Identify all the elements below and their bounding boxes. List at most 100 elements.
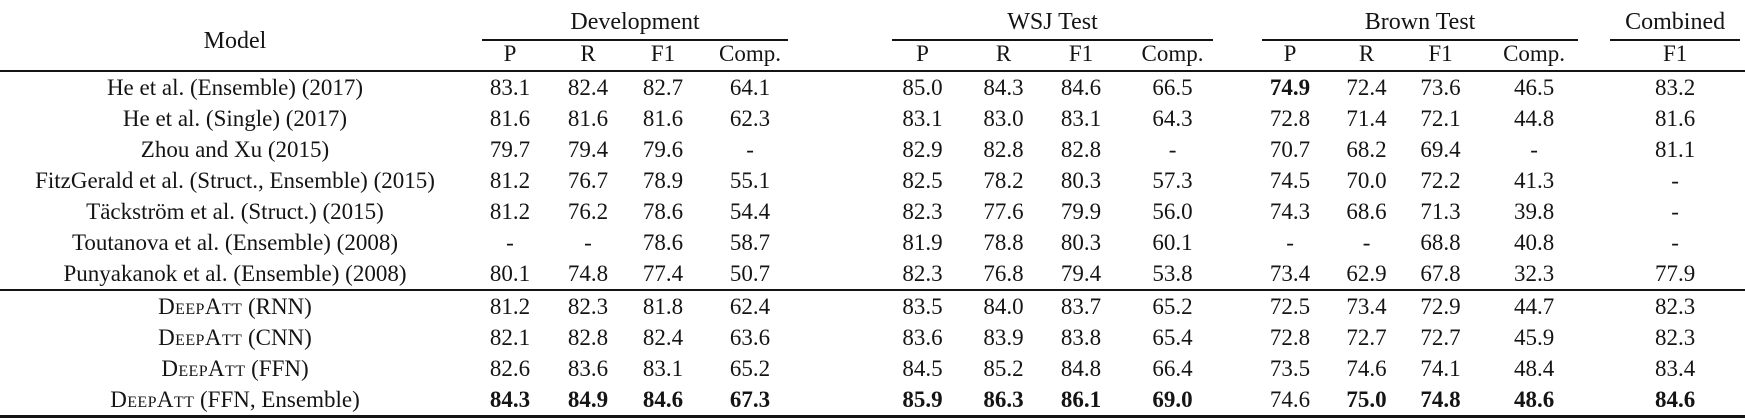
metric-value: 64.1 bbox=[729, 74, 771, 100]
column-spacer bbox=[1225, 0, 1250, 41]
table-row: He et al. (Single) (2017) 81.6 81.6 81.6 62.… bbox=[0, 103, 1745, 134]
column-spacer bbox=[1225, 227, 1250, 258]
metric-value: 72.5 bbox=[1250, 289, 1331, 322]
metric-value: 84.8 bbox=[1060, 355, 1102, 381]
metric-value: 73.4 bbox=[1269, 260, 1311, 286]
metric-value: 79.6 bbox=[642, 136, 684, 162]
metric-value: - bbox=[506, 229, 514, 255]
metric-value: 73.6 bbox=[1420, 74, 1461, 100]
metric-value: 73.5 bbox=[1269, 355, 1311, 381]
col-header-dev-comp: Comp. bbox=[700, 41, 801, 72]
model-name-text: FitzGerald et al. (Struct., Ensemble) (2… bbox=[35, 167, 435, 193]
metric-value: 77.6 bbox=[983, 198, 1024, 224]
model-name-text: He et al. (Single) (2017) bbox=[122, 105, 348, 131]
column-spacer bbox=[800, 103, 880, 134]
table-row: DeepAtt (FFN) 82.6 83.6 83.1 65.2 84.5 85.2 84.… bbox=[0, 353, 1745, 384]
model-name-text: (CNN) bbox=[242, 324, 312, 350]
metric-value: 32.3 bbox=[1513, 260, 1555, 286]
column-spacer bbox=[800, 71, 880, 103]
metric-value: 76.2 bbox=[567, 198, 609, 224]
model-name: He et al. (Single) (2017) bbox=[0, 103, 470, 134]
column-spacer bbox=[1590, 353, 1605, 384]
metric-value: 78.9 bbox=[642, 167, 684, 193]
column-spacer bbox=[1225, 165, 1250, 196]
metric-value: 69.4 bbox=[1420, 136, 1461, 162]
table-row: DeepAtt (FFN, Ensemble) 84.3 84.9 84.6 67.3 8… bbox=[0, 384, 1745, 417]
metric-value: 74.6 bbox=[1346, 355, 1387, 381]
model-name-text: Toutanova et al. (Ensemble) (2008) bbox=[71, 229, 399, 255]
metric-value: 83.6 bbox=[902, 324, 943, 350]
metric-value: 84.6 bbox=[1060, 74, 1102, 100]
model-name: Täckström et al. (Struct.) (2015) bbox=[0, 196, 470, 227]
column-spacer bbox=[800, 353, 880, 384]
metric-value: 70.0 bbox=[1346, 167, 1387, 193]
metric-value: 63.6 bbox=[729, 324, 771, 350]
metric-value: 44.8 bbox=[1513, 105, 1555, 131]
metric-value: 83.5 bbox=[880, 289, 966, 322]
metric-value: 66.4 bbox=[1152, 355, 1193, 381]
metric-value: 80.3 bbox=[1060, 167, 1102, 193]
column-spacer bbox=[800, 322, 880, 353]
model-name-text: Punyakanok et al. (Ensemble) (2008) bbox=[63, 260, 407, 286]
metric-value: 40.8 bbox=[1513, 229, 1555, 255]
metric-value: 68.2 bbox=[1346, 136, 1387, 162]
metric-value: 79.4 bbox=[567, 136, 609, 162]
metric-value: 62.9 bbox=[1346, 260, 1387, 286]
metric-value: 67.3 bbox=[729, 386, 771, 412]
metric-value: 81.9 bbox=[902, 229, 943, 255]
metric-value: 81.6 bbox=[489, 105, 531, 131]
metric-value: 44.7 bbox=[1478, 289, 1591, 322]
column-spacer bbox=[1590, 41, 1606, 72]
metric-value: 82.1 bbox=[489, 324, 531, 350]
metric-value: 64.3 bbox=[1152, 105, 1193, 131]
metric-value: 48.6 bbox=[1513, 386, 1555, 412]
metric-value: 82.3 bbox=[902, 260, 943, 286]
metric-value: 79.7 bbox=[489, 136, 531, 162]
table-row: Punyakanok et al. (Ensemble) (2008) 80.1 7… bbox=[0, 258, 1745, 290]
column-spacer bbox=[800, 196, 880, 227]
col-header-brown-p: P bbox=[1250, 41, 1331, 72]
metric-value: 50.7 bbox=[729, 260, 771, 286]
column-spacer bbox=[800, 258, 880, 290]
metric-value: 72.7 bbox=[1346, 324, 1387, 350]
metric-value: 68.8 bbox=[1420, 229, 1461, 255]
metric-value: 83.4 bbox=[1654, 355, 1696, 381]
column-spacer bbox=[1225, 289, 1251, 322]
column-spacer bbox=[1590, 196, 1605, 227]
metric-value: 86.3 bbox=[983, 386, 1024, 412]
metric-value: 55.1 bbox=[729, 167, 771, 193]
column-spacer bbox=[1225, 322, 1250, 353]
metric-value: 81.6 bbox=[1654, 105, 1696, 131]
table-row: Täckström et al. (Struct.) (2015) 81.2 76.… bbox=[0, 196, 1745, 227]
col-header-wsj-comp: Comp. bbox=[1120, 41, 1226, 72]
metric-value: 86.1 bbox=[1060, 386, 1102, 412]
column-spacer bbox=[800, 0, 880, 41]
column-spacer bbox=[1590, 258, 1605, 290]
metric-value: 82.4 bbox=[567, 74, 609, 100]
metric-value: 72.2 bbox=[1420, 167, 1461, 193]
metric-value: 74.9 bbox=[1269, 74, 1311, 100]
metric-value: 82.8 bbox=[567, 324, 609, 350]
metric-value: 65.4 bbox=[1152, 324, 1193, 350]
model-name-smallcaps: DeepAtt bbox=[161, 355, 246, 381]
model-name-text: (RNN) bbox=[242, 293, 312, 319]
column-spacer bbox=[1590, 289, 1606, 322]
column-spacer bbox=[800, 165, 880, 196]
metric-value: 68.6 bbox=[1346, 198, 1387, 224]
metric-value: 69.0 bbox=[1152, 386, 1193, 412]
model-name: DeepAtt (FFN) bbox=[0, 353, 470, 384]
metric-value: 82.3 bbox=[1654, 324, 1696, 350]
metric-value: 71.3 bbox=[1420, 198, 1461, 224]
metric-value: 83.1 bbox=[489, 74, 531, 100]
col-header-combined-f1: F1 bbox=[1605, 41, 1745, 72]
metric-value: 78.8 bbox=[983, 229, 1024, 255]
metric-value: 84.0 bbox=[965, 289, 1043, 322]
col-header-brown-r: R bbox=[1330, 41, 1404, 72]
group-label-brown-test: Brown Test bbox=[1262, 9, 1579, 41]
metric-value: 85.9 bbox=[902, 386, 943, 412]
metric-value: 58.7 bbox=[729, 229, 771, 255]
metric-value: 56.0 bbox=[1152, 198, 1193, 224]
table-row: He et al. (Ensemble) (2017) 83.1 82.4 82.7 6… bbox=[0, 71, 1745, 103]
col-header-brown-f1: F1 bbox=[1403, 41, 1479, 72]
